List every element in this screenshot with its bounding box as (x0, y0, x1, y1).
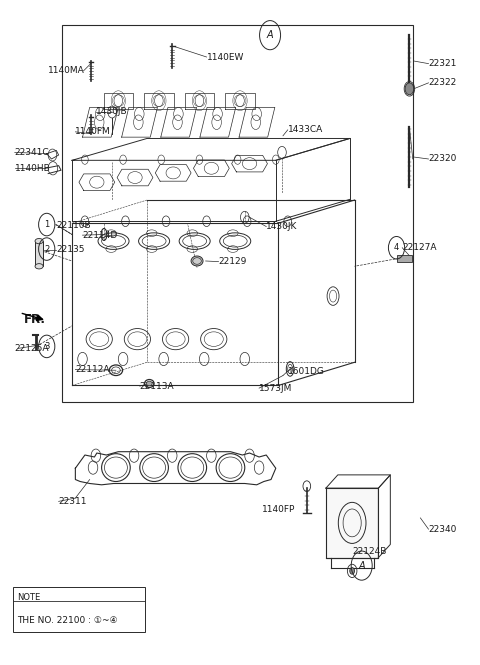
Text: 22110B: 22110B (56, 221, 91, 229)
Text: 22129: 22129 (218, 257, 247, 266)
Text: NOTE: NOTE (17, 593, 40, 602)
Ellipse shape (146, 381, 152, 386)
Ellipse shape (35, 263, 43, 269)
Text: 1433CA: 1433CA (288, 126, 323, 134)
Bar (13, 587, 144, 632)
Text: 1573JM: 1573JM (259, 384, 292, 392)
Text: 2: 2 (44, 245, 49, 253)
Text: 22340: 22340 (429, 525, 457, 534)
Text: 22320: 22320 (429, 154, 457, 164)
Polygon shape (326, 488, 378, 558)
Text: 22135: 22135 (56, 245, 85, 254)
Text: 1601DG: 1601DG (288, 367, 324, 376)
Text: 22124B: 22124B (352, 547, 386, 555)
Text: 4: 4 (394, 243, 399, 252)
Text: 22114D: 22114D (83, 231, 118, 239)
Text: 1: 1 (44, 220, 49, 229)
Text: A: A (267, 30, 274, 40)
Text: 22113A: 22113A (140, 382, 174, 390)
Ellipse shape (35, 239, 43, 244)
Text: A: A (359, 561, 365, 571)
Text: FR.: FR. (24, 313, 46, 326)
Text: 1140HB: 1140HB (15, 164, 50, 173)
Text: 3: 3 (44, 342, 49, 351)
Text: 22341C: 22341C (15, 148, 49, 157)
Text: 22127A: 22127A (402, 243, 437, 252)
Text: 1140FM: 1140FM (75, 127, 111, 136)
Text: 22322: 22322 (429, 78, 457, 87)
Bar (62, 25, 413, 402)
Bar (397, 255, 412, 261)
Text: 1430JK: 1430JK (266, 222, 298, 231)
Text: 22321: 22321 (429, 59, 457, 68)
Polygon shape (35, 241, 43, 266)
Ellipse shape (191, 256, 203, 266)
Text: THE NO. 22100 : ①~④: THE NO. 22100 : ①~④ (17, 616, 118, 625)
Text: 22311: 22311 (59, 497, 87, 506)
Text: 22125A: 22125A (15, 344, 49, 353)
Circle shape (350, 568, 355, 574)
Text: 1430JB: 1430JB (96, 108, 128, 116)
Circle shape (405, 83, 414, 94)
Text: 1140FP: 1140FP (262, 505, 295, 514)
Text: 22112A: 22112A (75, 365, 110, 374)
Text: 1140EW: 1140EW (206, 53, 244, 62)
Text: 1140MA: 1140MA (48, 66, 85, 75)
